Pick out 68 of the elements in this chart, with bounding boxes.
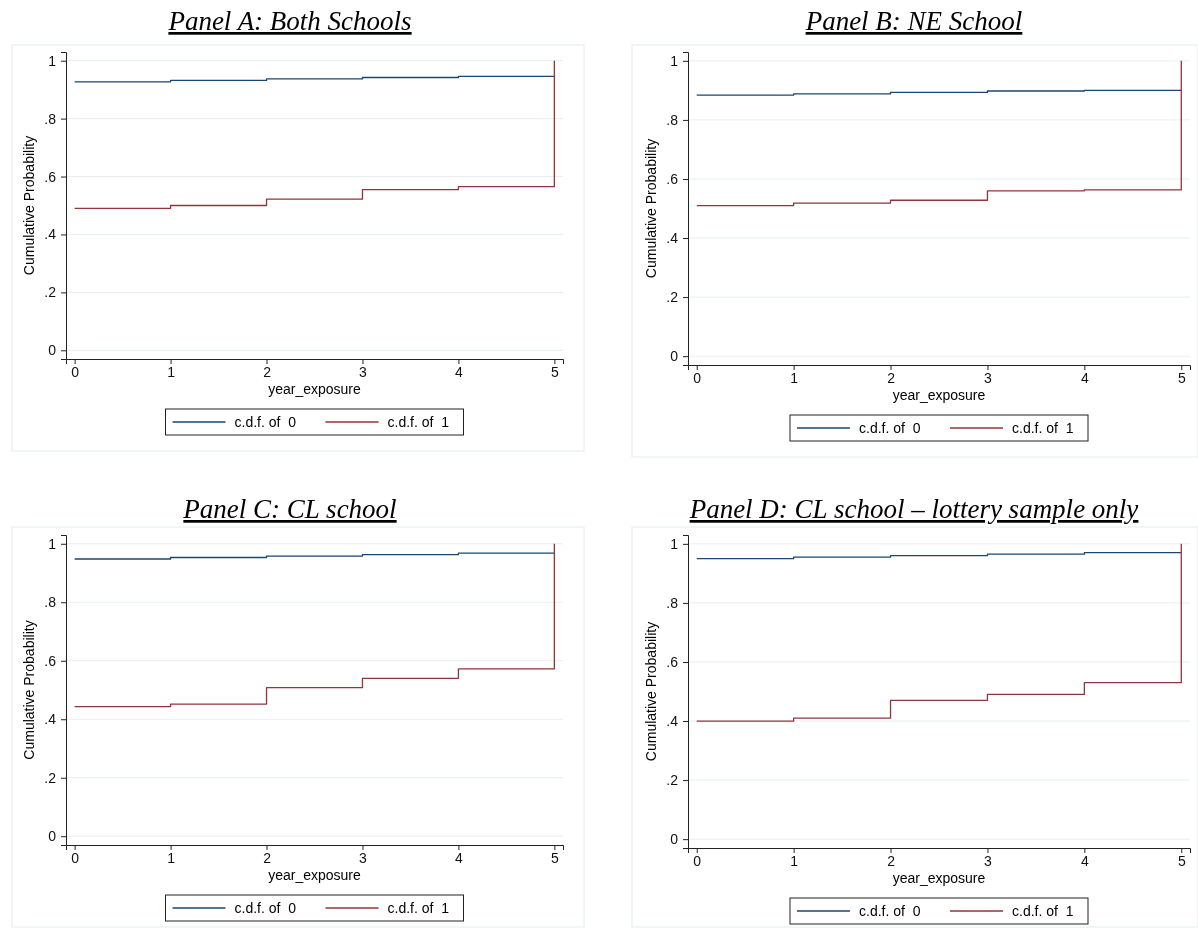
- x-tick-label: 2: [263, 363, 272, 380]
- legend-label: c.d.f. of 0: [859, 420, 921, 436]
- y-tick-label: 1: [48, 535, 57, 552]
- x-tick-label: 5: [1177, 852, 1186, 869]
- x-tick-label: 4: [455, 849, 464, 866]
- y-tick-label: .8: [44, 594, 57, 611]
- x-tick-label: 4: [1080, 369, 1089, 386]
- y-tick-label: .6: [44, 652, 57, 669]
- x-axis-title: year_exposure: [268, 867, 362, 883]
- x-tick-label: 0: [693, 852, 702, 869]
- x-tick-label: 0: [693, 369, 702, 386]
- x-tick-label: 1: [790, 369, 799, 386]
- x-tick-label: 2: [887, 852, 896, 869]
- x-tick-label: 3: [984, 852, 993, 869]
- x-tick-label: 2: [887, 369, 896, 386]
- x-tick-label: 3: [359, 363, 368, 380]
- y-axis-title: Cumulative Probability: [21, 135, 37, 276]
- x-tick-label: 0: [71, 849, 80, 866]
- y-tick-label: .2: [44, 769, 57, 786]
- x-tick-label: 3: [359, 849, 368, 866]
- y-axis-title: Cumulative Probability: [21, 620, 37, 760]
- x-tick-label: 2: [263, 849, 272, 866]
- y-tick-label: .2: [666, 289, 679, 306]
- y-tick-label: 0: [670, 348, 679, 365]
- chart-title: Panel B: NE School: [804, 6, 1023, 36]
- x-tick-label: 1: [790, 852, 799, 869]
- y-tick-label: .8: [666, 111, 679, 128]
- y-tick-label: 0: [48, 828, 57, 845]
- x-tick-label: 1: [167, 363, 176, 380]
- chart-title: Panel C: CL school: [182, 494, 397, 524]
- legend-label: c.d.f. of 1: [387, 414, 450, 430]
- y-tick-label: 1: [670, 52, 679, 69]
- y-tick-label: .4: [666, 230, 679, 247]
- y-tick-label: .2: [44, 284, 57, 301]
- x-tick-label: 3: [984, 369, 993, 386]
- x-tick-label: 0: [71, 363, 80, 380]
- x-axis-title: year_exposure: [892, 387, 986, 403]
- x-tick-label: 5: [550, 363, 559, 380]
- legend-label: c.d.f. of 1: [387, 900, 450, 916]
- x-axis-title: year_exposure: [268, 381, 362, 397]
- legend-label: c.d.f. of 0: [234, 414, 297, 430]
- y-tick-label: .4: [44, 226, 57, 243]
- chart-title: Panel D: CL school – lottery sample only: [688, 494, 1139, 524]
- x-tick-label: 4: [1080, 852, 1089, 869]
- y-tick-label: 0: [670, 831, 679, 848]
- x-tick-label: 4: [455, 363, 464, 380]
- y-tick-label: .8: [44, 110, 57, 127]
- x-tick-label: 1: [167, 849, 176, 866]
- y-tick-label: .6: [666, 653, 679, 670]
- y-tick-label: .8: [666, 594, 679, 611]
- x-tick-label: 5: [550, 849, 559, 866]
- x-axis-title: year_exposure: [892, 870, 986, 886]
- x-tick-label: 5: [1177, 369, 1186, 386]
- y-tick-label: 1: [48, 52, 57, 69]
- y-axis-title: Cumulative Probability: [643, 621, 659, 762]
- legend-label: c.d.f. of 0: [234, 900, 297, 916]
- legend-label: c.d.f. of 0: [859, 903, 921, 919]
- y-axis-title: Cumulative Probability: [643, 138, 659, 279]
- y-tick-label: .6: [44, 168, 57, 185]
- y-tick-label: .4: [44, 711, 57, 728]
- chart-title: Panel A: Both Schools: [167, 6, 412, 36]
- y-tick-label: .2: [666, 772, 679, 789]
- legend-label: c.d.f. of 1: [1012, 903, 1074, 919]
- y-tick-label: .4: [666, 713, 679, 730]
- legend-label: c.d.f. of 1: [1012, 420, 1074, 436]
- y-tick-label: .6: [666, 170, 679, 187]
- y-tick-label: 1: [670, 535, 679, 552]
- y-tick-label: 0: [48, 342, 57, 359]
